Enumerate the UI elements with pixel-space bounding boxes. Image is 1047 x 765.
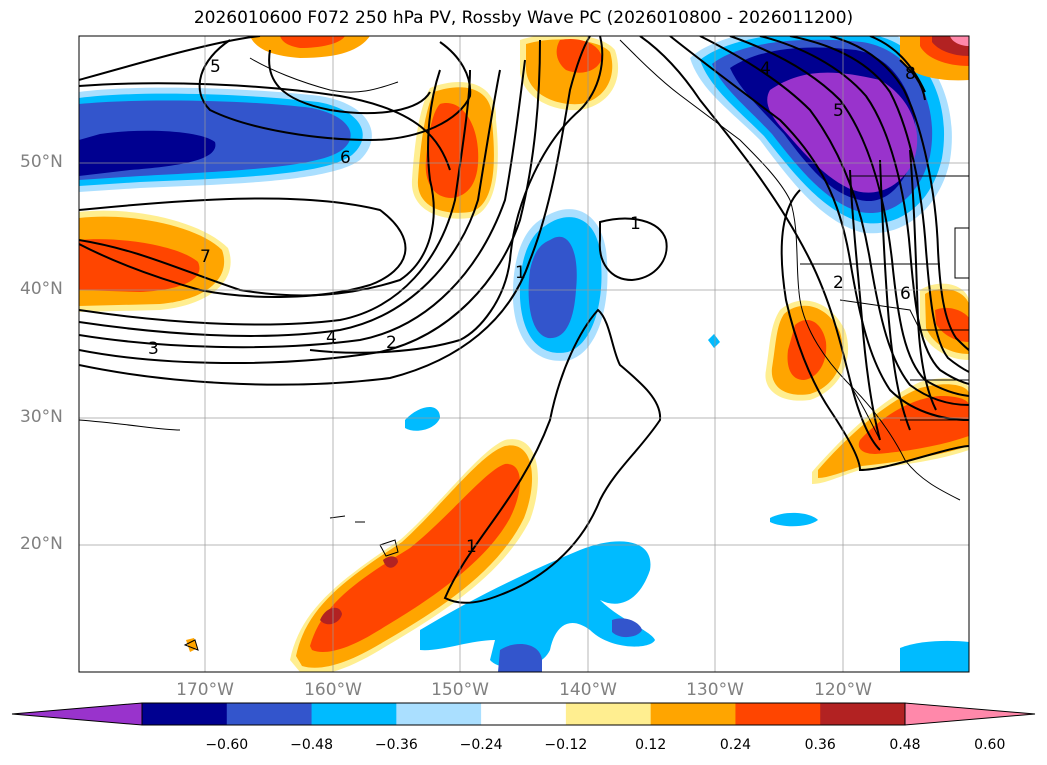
colorbar-bin xyxy=(396,703,482,725)
map-title: 2026010600 F072 250 hPa PV, Rossby Wave … xyxy=(193,8,854,28)
colorbar-tick-label: −0.48 xyxy=(290,737,333,753)
colorbar-bin xyxy=(650,703,736,725)
coastlines xyxy=(183,39,969,651)
latitude-label: 40°N xyxy=(20,279,63,299)
anomaly-positive-northeast xyxy=(900,36,969,81)
colorbar-tick-label: 0.36 xyxy=(804,737,836,753)
contour-label: 5 xyxy=(210,57,221,77)
contour-label: 6 xyxy=(900,284,911,304)
colorbar-tick-label: −0.60 xyxy=(205,737,249,753)
contour-label: 2 xyxy=(386,333,397,353)
graticule xyxy=(79,36,969,672)
longitude-label: 170°W xyxy=(176,680,234,700)
longitude-label: 160°W xyxy=(304,680,362,700)
colorbar-bin xyxy=(226,703,313,725)
anomaly-positive-mid-pacific xyxy=(411,82,498,219)
anomaly-positive-subtropical-band xyxy=(186,439,538,672)
anomaly-negative-nw-pacific xyxy=(79,87,372,192)
longitude-label: 120°W xyxy=(814,680,872,700)
colorbar-tick-label: −0.12 xyxy=(544,737,588,753)
latitude-label: 30°N xyxy=(20,407,63,427)
colorbar-bin xyxy=(565,703,652,725)
colorbar-tick-label: 0.60 xyxy=(974,737,1006,753)
contour-label: 3 xyxy=(148,339,159,359)
contour-label-group: 5 6 7 3 4 2 1 1 1 4 5 2 6 8 xyxy=(148,57,916,557)
colorbar-bin xyxy=(311,703,397,725)
contour-label: 5 xyxy=(833,101,844,121)
contour-label: 6 xyxy=(340,148,351,168)
colorbar-bin xyxy=(735,703,821,725)
longitude-label: 150°W xyxy=(431,680,489,700)
contour-label: 7 xyxy=(200,247,211,267)
anomaly-positive-mexico xyxy=(812,378,969,484)
colorbar-extend-high xyxy=(904,702,1036,726)
longitude-label: 140°W xyxy=(559,680,617,700)
anomaly-negative-central-pacific xyxy=(512,209,608,361)
contour-label: 2 xyxy=(833,273,844,293)
contour-label: 4 xyxy=(760,59,771,79)
colorbar-tick-label: 0.48 xyxy=(889,737,921,753)
contour-label: 1 xyxy=(630,214,641,234)
contour-label: 1 xyxy=(466,537,477,557)
anomaly-negative-south-pacific xyxy=(405,334,969,672)
pv-contours xyxy=(79,36,969,604)
latitude-label: 20°N xyxy=(20,534,63,554)
colorbar-tick-label: 0.12 xyxy=(635,737,667,753)
longitude-label: 130°W xyxy=(686,680,744,700)
colorbar-tick-label: −0.24 xyxy=(459,737,503,753)
contour-label: 8 xyxy=(905,64,916,84)
contour-label: 4 xyxy=(326,328,337,348)
map-frame xyxy=(78,35,970,673)
colorbar-extend-low xyxy=(11,702,143,726)
colorbar-bin xyxy=(481,703,567,725)
colorbar xyxy=(11,702,1036,726)
anomaly-positive-west-pacific xyxy=(79,210,231,312)
colorbar-bin xyxy=(142,703,228,725)
colorbar-tick-label: −0.36 xyxy=(374,737,418,753)
latitude-label: 50°N xyxy=(20,152,63,172)
colorbar-tick-label: 0.24 xyxy=(719,737,752,753)
contour-label: 1 xyxy=(515,263,526,283)
colorbar-bin xyxy=(820,703,906,725)
